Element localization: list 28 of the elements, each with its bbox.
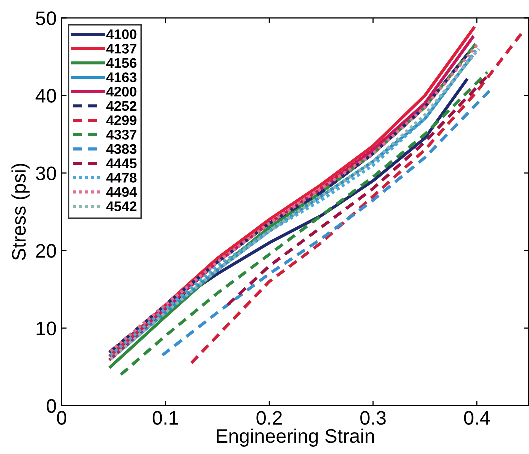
x-tick-label: 0.1 [152,411,178,426]
legend-label: 4299 [106,116,137,126]
legend-label: 4163 [106,72,137,82]
legend-label: 4100 [106,30,137,40]
legend-label: 4478 [106,172,137,183]
legend-label: 4200 [106,86,137,97]
legend-label: 4156 [106,58,137,68]
legend-label: 4252 [106,101,137,112]
line-series [190,32,524,365]
y-tick-label: 30 [36,166,56,180]
y-tick-label: 0 [46,399,56,414]
x-axis-title: Engineering Strain [217,428,374,447]
legend-label: 4445 [106,158,137,168]
y-tick-label: 40 [36,89,56,103]
y-axis-title: Stress (psi) [12,164,30,260]
legend-label: 4383 [106,144,137,154]
y-tick-label: 50 [36,12,56,26]
legend-label: 4337 [106,130,137,140]
legend-label: 4542 [106,202,137,212]
x-tick-label: 0.4 [464,411,490,426]
x-tick-label: 0.3 [360,411,386,426]
y-tick-label: 10 [36,322,56,336]
legend-label: 4137 [106,44,137,54]
x-tick-label: 0 [57,411,67,426]
x-tick-label: 0.2 [256,411,282,426]
legend-label: 4494 [106,187,138,198]
line-series [226,74,490,307]
y-tick-label: 20 [36,244,56,258]
